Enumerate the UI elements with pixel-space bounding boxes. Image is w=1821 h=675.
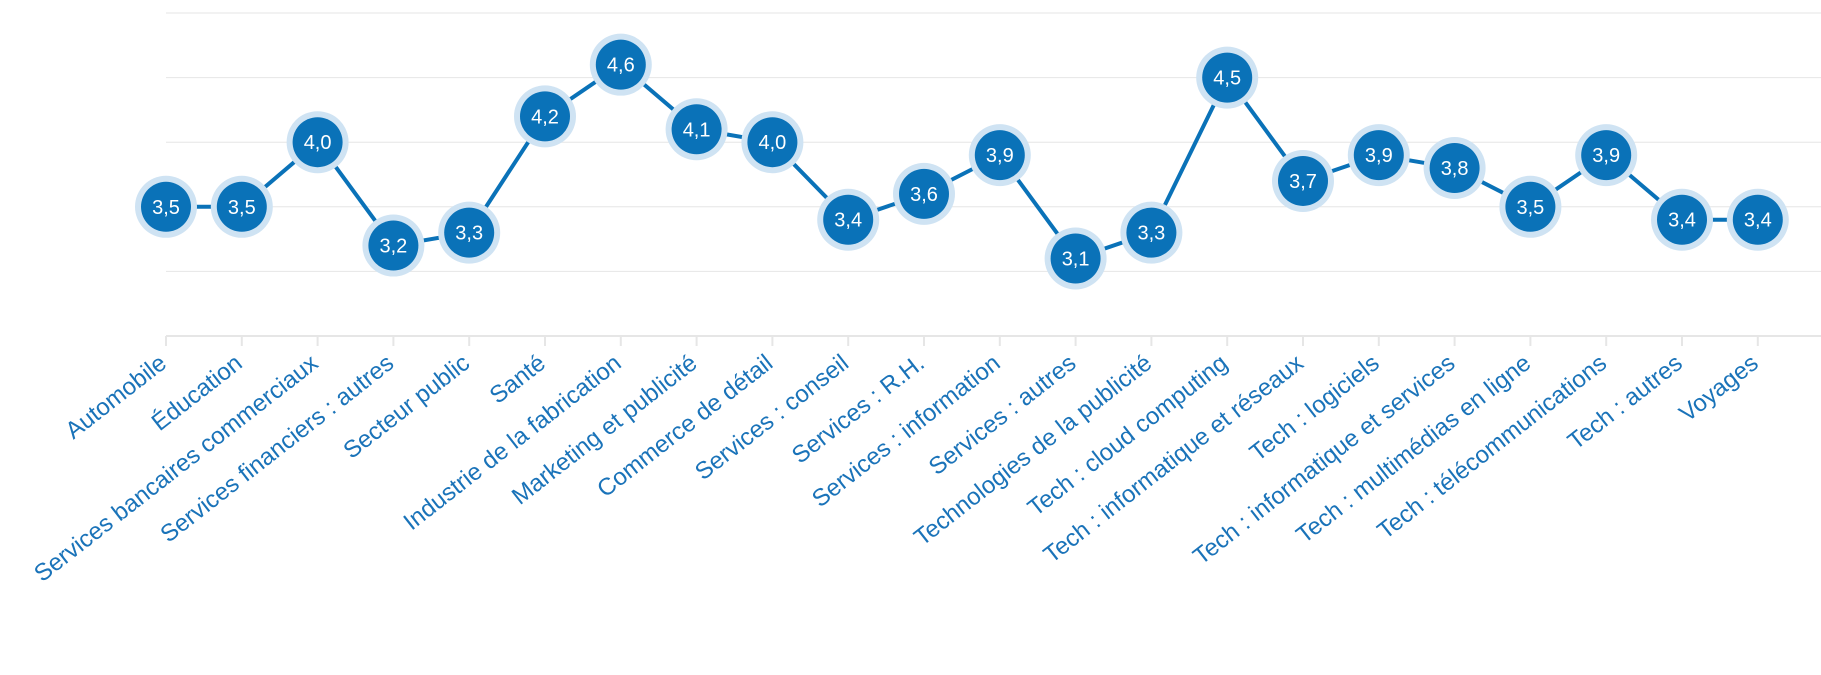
data-label: 3,9 [1592, 145, 1620, 167]
data-label: 4,5 [1213, 68, 1241, 90]
data-point: 3,9 [1575, 124, 1638, 187]
data-point: 3,9 [1347, 124, 1410, 187]
data-point: 3,5 [1499, 175, 1562, 238]
series-line [164, 62, 1760, 261]
data-point-marker [1732, 194, 1783, 245]
data-label: 3,5 [1516, 197, 1544, 219]
data-point-marker [292, 117, 343, 168]
data-point: 3,7 [1272, 149, 1334, 212]
data-point-marker [520, 91, 570, 142]
x-tick-label: Automobile [60, 349, 171, 444]
data-point-marker [1278, 155, 1328, 206]
data-point-marker [216, 181, 267, 232]
data-label: 4,0 [304, 132, 332, 154]
data-label: 3,3 [455, 223, 483, 245]
data-point-marker [1202, 52, 1253, 103]
data-point: 3,4 [817, 188, 880, 251]
data-label: 4,2 [531, 106, 559, 128]
data-point-marker [141, 181, 191, 232]
x-axis [165, 335, 1821, 346]
data-point: 3,4 [1651, 188, 1713, 251]
data-point-marker [595, 39, 646, 90]
data-label: 3,5 [152, 197, 180, 219]
data-label: 3,5 [228, 197, 256, 219]
data-point-marker [444, 207, 495, 258]
data-point: 3,5 [135, 175, 197, 238]
series-group: 3,5 3,5 4,0 3,2 3,3 4,2 4,6 4,1 4,0 3,4 3,6 3,9 3,1 3… [135, 33, 1789, 290]
data-point-marker [747, 117, 798, 168]
data-point-marker [1126, 207, 1177, 258]
data-point-marker [1581, 130, 1632, 181]
data-point-marker [1353, 130, 1404, 181]
data-point-marker [899, 168, 949, 219]
x-tick-label: Services bancaires commerciaux [29, 349, 323, 587]
data-point-marker [368, 220, 419, 271]
data-label: 3,4 [1744, 210, 1772, 232]
data-point: 3,4 [1726, 188, 1789, 251]
data-label: 3,3 [1137, 223, 1165, 245]
data-label: 3,1 [1062, 248, 1090, 270]
data-label: 4,6 [607, 55, 635, 77]
data-label: 3,9 [986, 145, 1014, 167]
data-point: 3,5 [210, 175, 273, 238]
data-point: 4,2 [514, 85, 576, 148]
data-label: 3,4 [1668, 210, 1696, 232]
data-point-marker [1505, 181, 1556, 232]
data-label: 3,2 [379, 236, 407, 258]
data-point: 4,6 [589, 33, 652, 96]
data-point: 3,3 [1120, 201, 1183, 264]
data-point: 4,5 [1196, 46, 1259, 109]
data-label: 3,9 [1365, 145, 1393, 167]
x-tick-label: Voyages [1674, 349, 1763, 427]
data-point-marker [974, 130, 1025, 181]
data-point-marker [1429, 143, 1480, 194]
data-point: 4,0 [286, 111, 349, 174]
data-point: 3,9 [968, 124, 1031, 187]
data-point-marker [671, 104, 722, 155]
x-tick-label: Santé [485, 349, 551, 409]
data-label: 3,6 [910, 184, 938, 206]
data-point: 3,1 [1044, 227, 1107, 290]
data-point: 3,6 [893, 162, 955, 225]
data-point: 4,1 [665, 98, 728, 161]
data-point: 3,8 [1423, 137, 1486, 200]
data-point: 3,2 [362, 214, 425, 277]
data-point-marker [1657, 194, 1707, 245]
data-label: 3,8 [1441, 158, 1469, 180]
data-point-marker [1050, 233, 1101, 284]
data-point: 4,0 [741, 111, 804, 174]
data-label: 4,1 [683, 119, 711, 141]
data-label: 4,0 [758, 132, 786, 154]
data-point: 3,3 [438, 201, 501, 264]
data-label: 3,7 [1289, 171, 1317, 193]
data-label: 3,4 [834, 210, 862, 232]
data-point-marker [823, 194, 874, 245]
